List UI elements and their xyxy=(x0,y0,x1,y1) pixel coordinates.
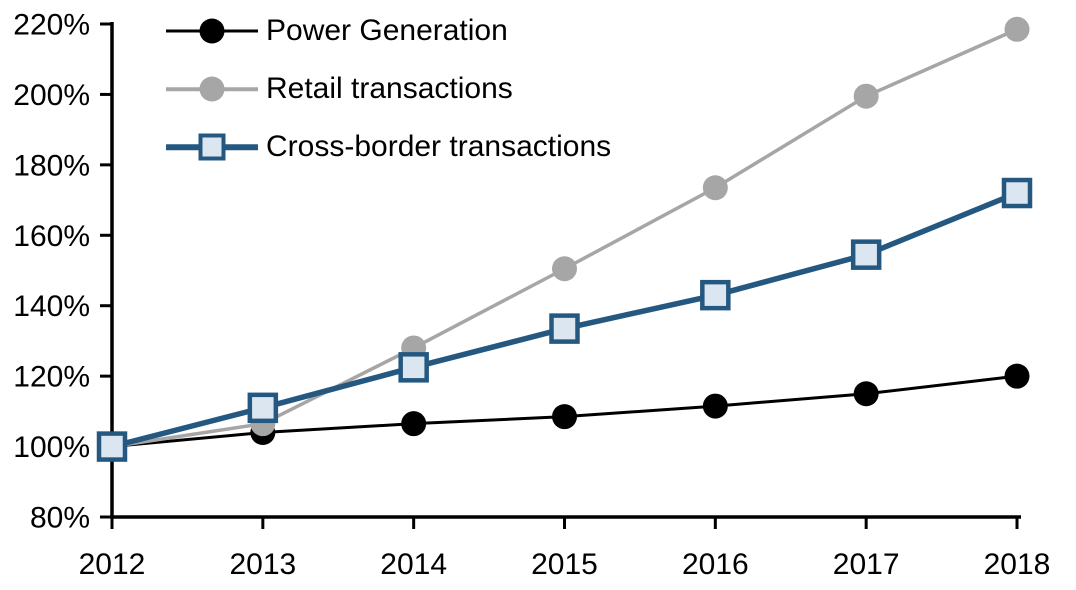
y-axis-tick-label: 100% xyxy=(13,431,90,464)
y-axis-tick-label: 120% xyxy=(13,361,90,394)
chart-legend: Power Generation Retail transactions Cro… xyxy=(166,2,611,176)
data-point-circle-icon xyxy=(1004,16,1030,42)
legend-item-cross-border-transactions: Cross-border transactions xyxy=(166,118,611,176)
y-axis-tick-label: 140% xyxy=(13,290,90,323)
data-point-circle-icon xyxy=(401,411,427,437)
data-point-square-icon xyxy=(850,239,882,270)
x-axis-tick-label: 2014 xyxy=(380,548,447,581)
data-point-square-icon xyxy=(700,279,731,311)
legend-swatch-retail-transactions xyxy=(166,72,258,106)
data-point-square-icon xyxy=(1001,177,1033,209)
x-axis-tick-label: 2017 xyxy=(833,548,900,581)
x-axis-tick-label: 2016 xyxy=(682,548,749,581)
legend-label-cross-border-transactions: Cross-border transactions xyxy=(266,130,612,163)
data-point-square-icon xyxy=(247,392,279,424)
data-point-circle-icon xyxy=(702,175,728,201)
x-axis-tick-label: 2013 xyxy=(229,548,296,581)
y-axis-tick-label: 160% xyxy=(13,220,90,253)
data-point-circle-icon xyxy=(853,381,879,407)
legend-marker-circle-icon xyxy=(199,18,225,44)
y-axis-tick-label: 80% xyxy=(30,502,90,535)
legend-item-retail-transactions: Retail transactions xyxy=(166,60,611,118)
legend-swatch-cross-border-transactions xyxy=(166,130,258,164)
x-axis-tick-label: 2015 xyxy=(531,548,598,581)
data-point-circle-icon xyxy=(702,393,728,419)
legend-item-power-generation: Power Generation xyxy=(166,2,611,60)
data-point-square-icon xyxy=(96,431,128,462)
y-axis-tick-label: 200% xyxy=(13,79,90,112)
data-point-square-icon xyxy=(549,313,580,344)
y-axis-tick-label: 180% xyxy=(13,149,90,182)
data-point-circle-icon xyxy=(552,256,577,282)
legend-marker-square-icon xyxy=(198,133,226,161)
legend-label-power-generation: Power Generation xyxy=(266,14,508,47)
legend-swatch-power-generation xyxy=(166,14,258,48)
legend-label-retail-transactions: Retail transactions xyxy=(266,72,513,105)
data-point-square-icon xyxy=(398,352,429,383)
data-point-circle-icon xyxy=(853,83,879,109)
x-axis-tick-label: 2018 xyxy=(984,548,1051,581)
data-point-circle-icon xyxy=(1004,363,1030,389)
x-axis-tick-label: 2012 xyxy=(79,548,146,581)
legend-marker-circle-icon xyxy=(199,76,225,102)
y-axis-tick-label: 220% xyxy=(13,9,90,42)
data-point-circle-icon xyxy=(552,404,577,430)
